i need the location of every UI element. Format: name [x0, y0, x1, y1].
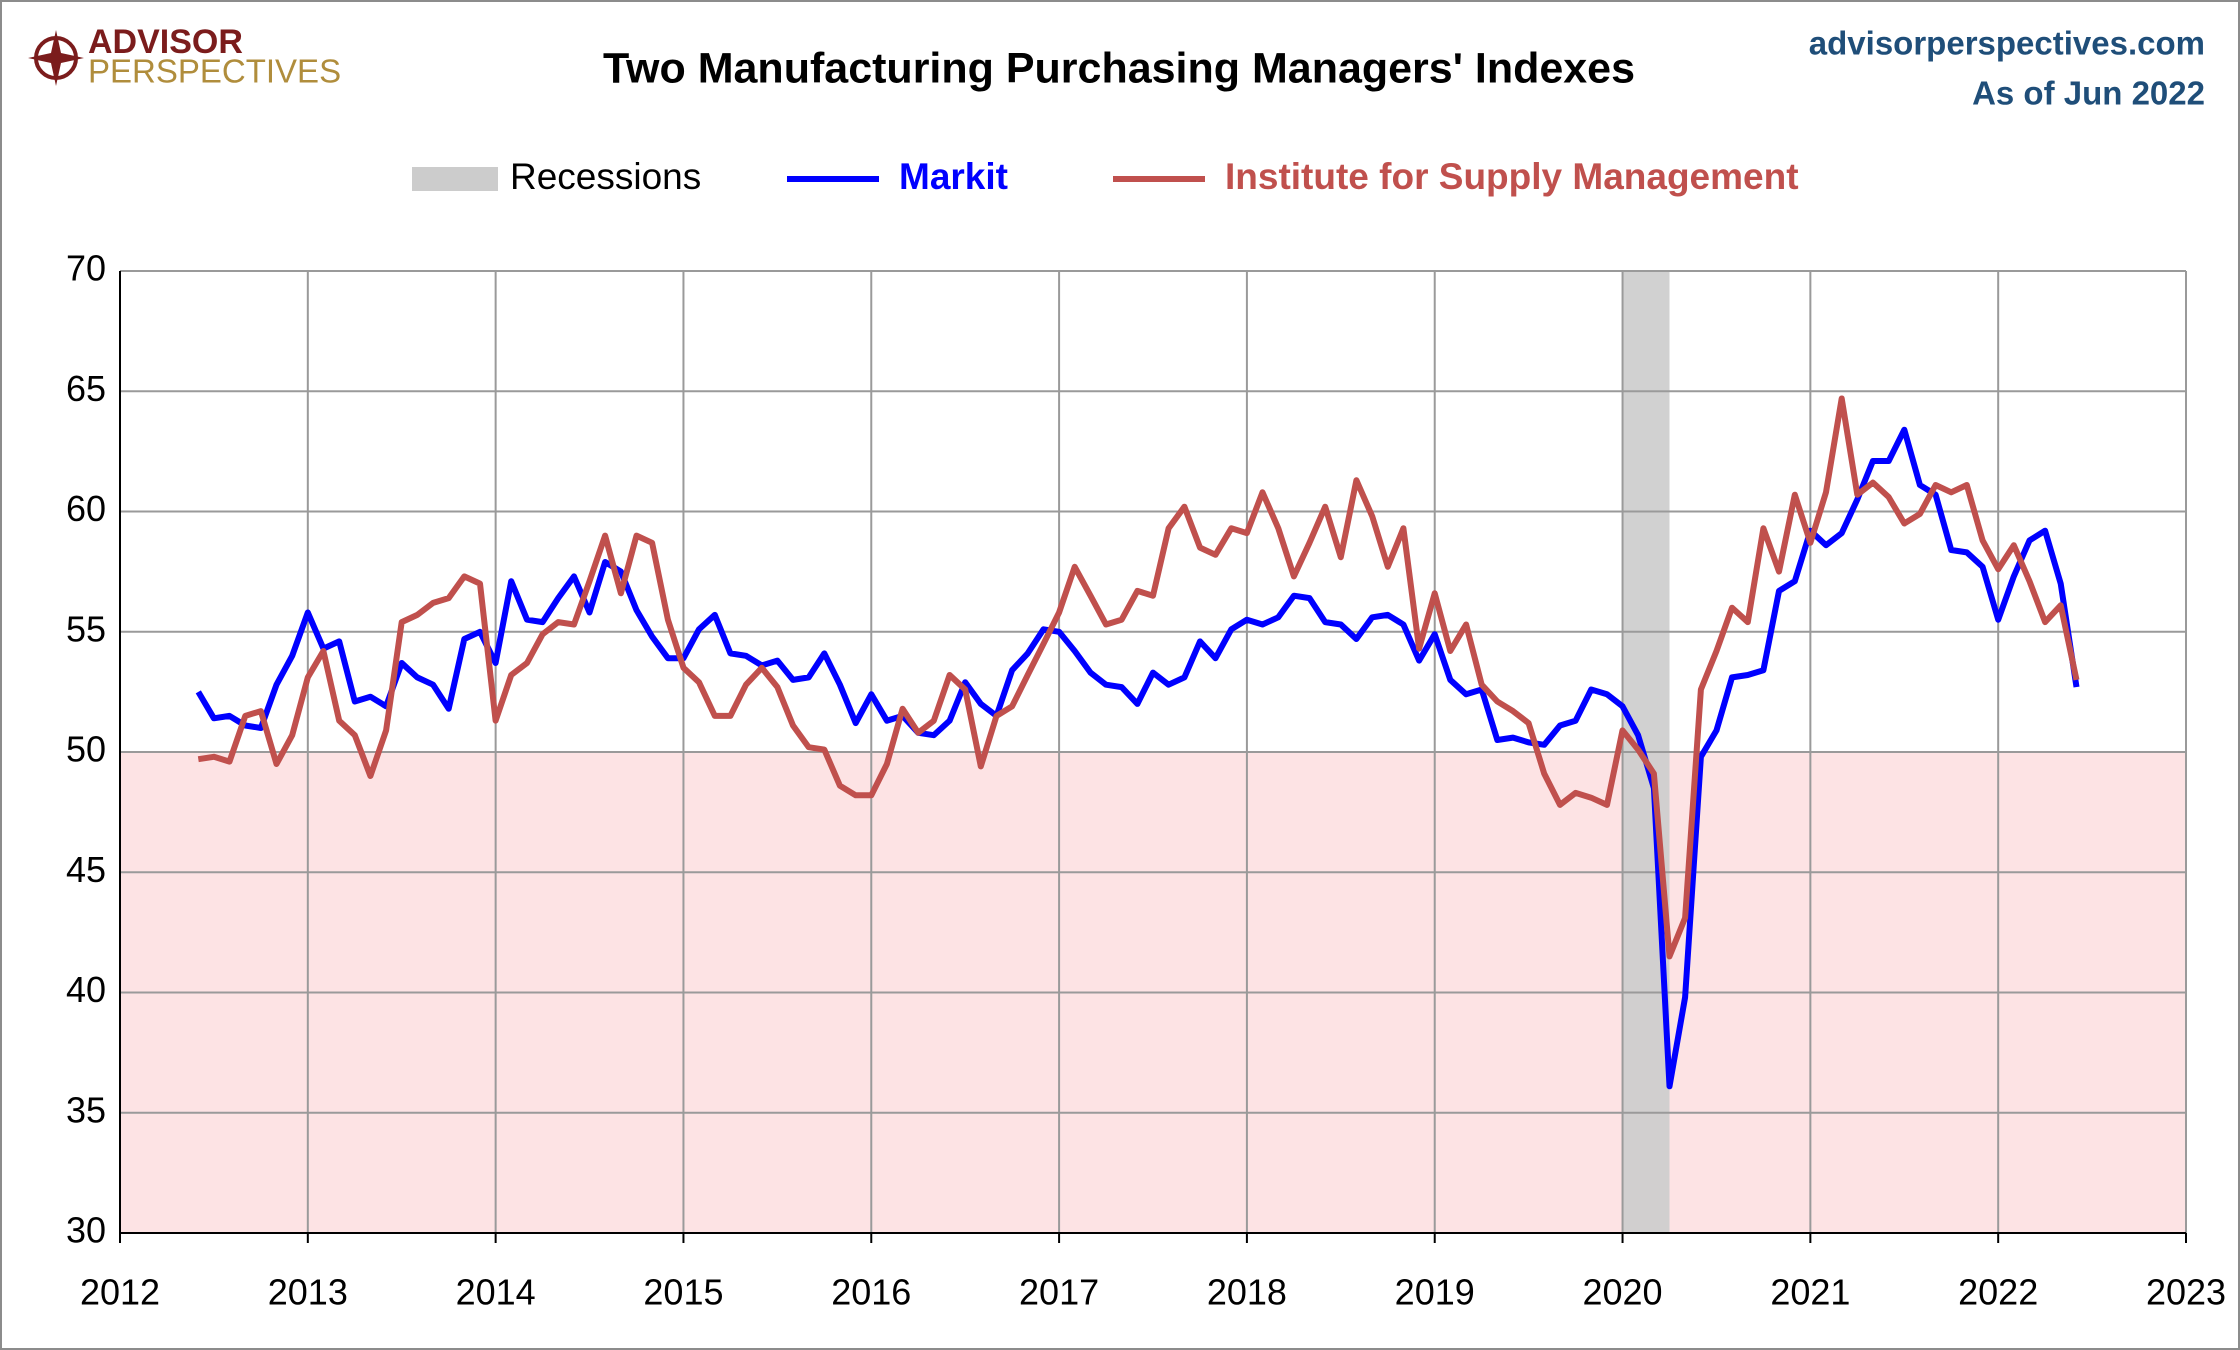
legend-label: Recessions [510, 156, 701, 197]
legend-label: Institute for Supply Management [1225, 156, 1799, 197]
series-line [197, 395, 2080, 960]
y-tick-label: 30 [66, 1210, 106, 1251]
y-tick-label: 35 [66, 1089, 106, 1130]
logo-text: PERSPECTIVES [88, 53, 341, 90]
series-line [195, 426, 2080, 1090]
x-tick-label: 2017 [1019, 1272, 1099, 1313]
logo: ADVISOR PERSPECTIVES [28, 23, 341, 90]
x-tick-label: 2022 [1958, 1272, 2038, 1313]
y-tick-label: 70 [66, 248, 106, 289]
y-tick-label: 50 [66, 729, 106, 770]
legend-swatch [412, 167, 498, 191]
x-tick-label: 2023 [2146, 1272, 2226, 1313]
x-tick-label: 2015 [643, 1272, 723, 1313]
logo-text: ADVISOR [88, 23, 243, 61]
x-tick-label: 2012 [80, 1272, 160, 1313]
x-tick-label: 2014 [456, 1272, 536, 1313]
y-tick-label: 60 [66, 488, 106, 529]
y-tick-label: 40 [66, 969, 106, 1010]
legend-label: Markit [899, 156, 1008, 197]
x-tick-label: 2019 [1395, 1272, 1475, 1313]
site-name: advisorperspectives.com [1809, 25, 2205, 62]
y-tick-label: 45 [66, 849, 106, 890]
x-tick-label: 2021 [1770, 1272, 1850, 1313]
x-tick-label: 2020 [1582, 1272, 1662, 1313]
chart-title: Two Manufacturing Purchasing Managers' I… [603, 44, 1635, 92]
as-of-date: As of Jun 2022 [1972, 75, 2205, 112]
x-tick-label: 2018 [1207, 1272, 1287, 1313]
x-tick-label: 2013 [268, 1272, 348, 1313]
y-tick-label: 55 [66, 608, 106, 649]
logo-star [28, 30, 84, 86]
x-tick-label: 2016 [831, 1272, 911, 1313]
y-tick-label: 65 [66, 368, 106, 409]
